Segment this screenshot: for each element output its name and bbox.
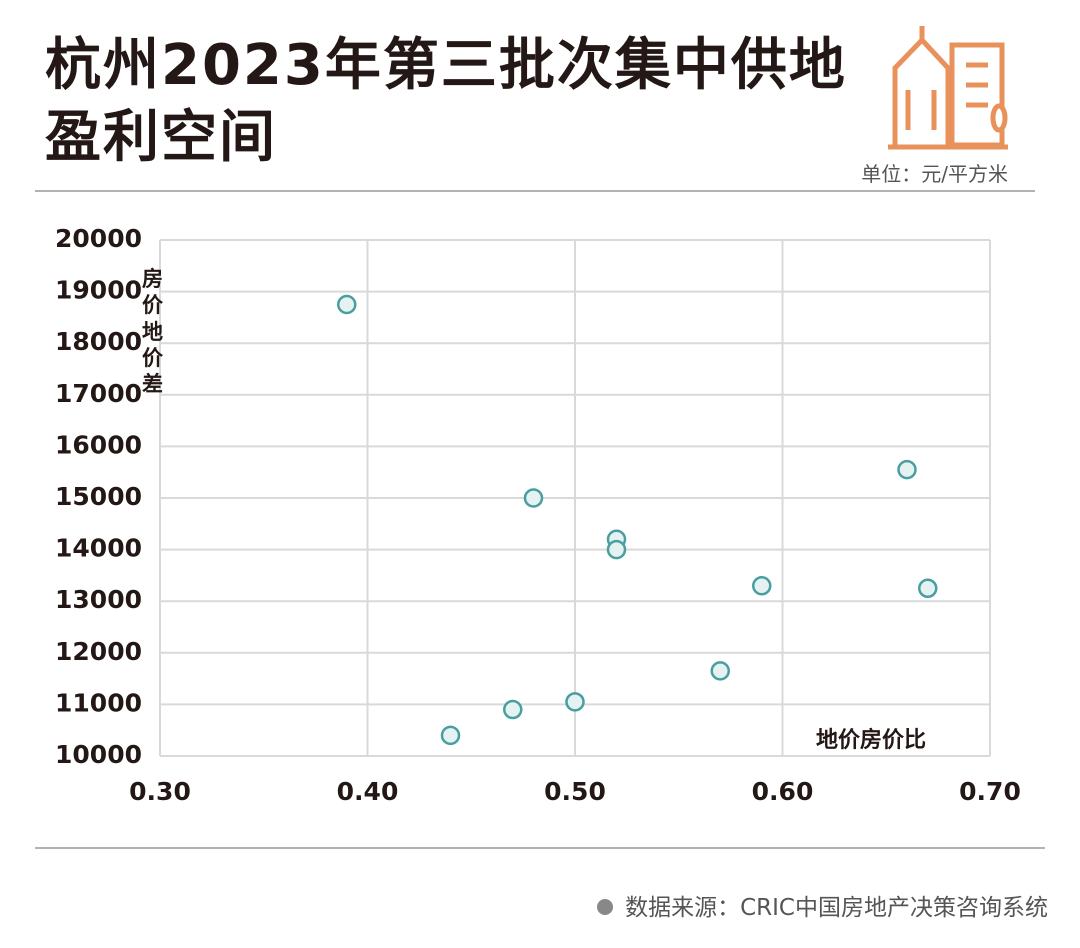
point xyxy=(918,578,938,599)
y-tick-label: 15000 xyxy=(55,482,142,511)
point xyxy=(752,575,772,596)
x-tick-label: 0.50 xyxy=(544,777,606,806)
x-tick-label: 0.40 xyxy=(337,777,399,806)
y-tick-label: 20000 xyxy=(55,224,142,253)
y-axis-label: 房价地价差 xyxy=(142,267,163,396)
y-tick-label: 17000 xyxy=(55,379,142,408)
y-tick-label: 12000 xyxy=(55,637,142,666)
point xyxy=(523,488,544,508)
y-tick-label: 11000 xyxy=(55,688,142,717)
point xyxy=(503,699,523,720)
building-icon xyxy=(888,26,1008,150)
y-tick-label: 16000 xyxy=(55,430,142,459)
source-note: 数据来源：CRIC中国房地产决策咨询系统 xyxy=(597,888,1048,922)
y-tick-label: 10000 xyxy=(55,740,142,769)
x-axis-label: 地价房价比 xyxy=(816,728,927,753)
point xyxy=(337,294,357,315)
chart-title: 杭州2023年第三批次集中供地盈利空间 xyxy=(45,33,847,170)
unit-note: 单位：元/平方米 xyxy=(861,162,1008,186)
x-tick-label: 0.60 xyxy=(752,777,814,806)
point xyxy=(440,725,461,746)
source-text: 数据来源：CRIC中国房地产决策咨询系统 xyxy=(625,895,1048,921)
x-tick-label: 0.30 xyxy=(129,777,191,806)
point xyxy=(606,539,627,560)
y-tick-label: 19000 xyxy=(55,276,142,305)
point xyxy=(710,661,730,681)
y-tick-label: 18000 xyxy=(55,327,142,356)
y-tick-label: 13000 xyxy=(55,585,142,614)
x-tick-label: 0.70 xyxy=(959,777,1021,806)
bullet xyxy=(597,899,614,915)
point xyxy=(897,459,917,480)
y-tick-label: 14000 xyxy=(55,534,142,563)
point xyxy=(565,692,585,712)
